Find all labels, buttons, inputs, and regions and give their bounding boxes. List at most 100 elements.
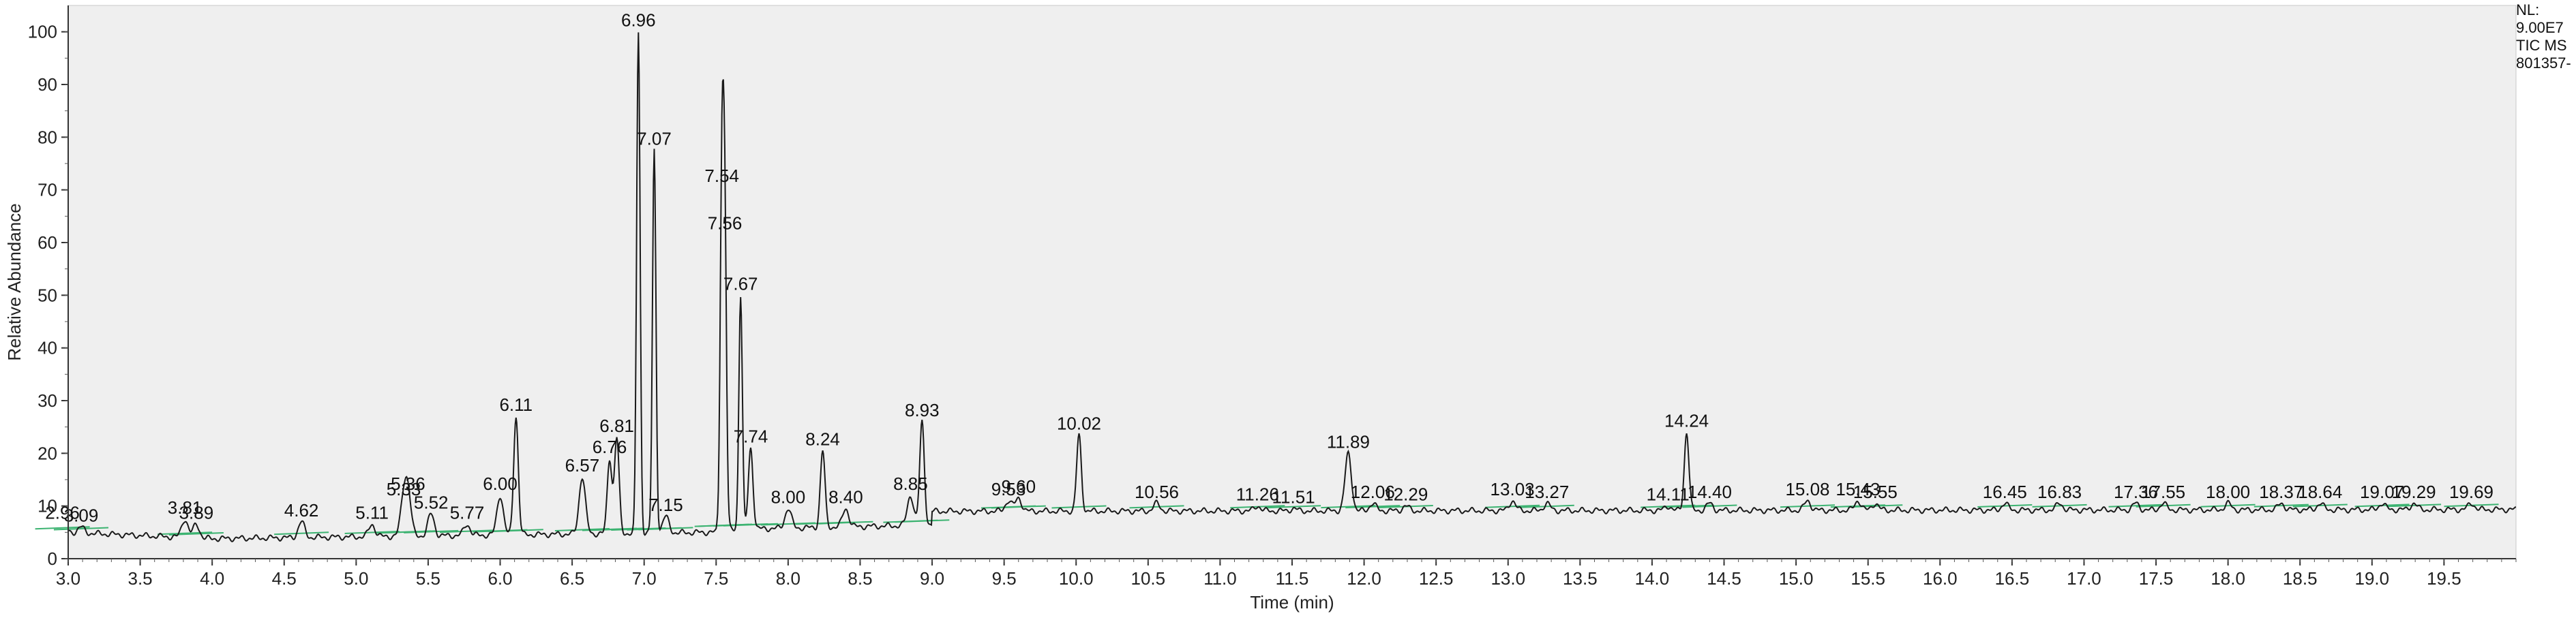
peak-label: 10.56 bbox=[1135, 482, 1179, 502]
axes: 3.0 3.5 4.0 4.5 5.0 5.5 6.0 6.5 7.0 7.5 8.0 8.5 9.0 9… bbox=[28, 5, 2517, 589]
x-tick-label: 9.0 bbox=[920, 568, 944, 589]
x-tick-label: 3.5 bbox=[128, 568, 153, 589]
peak-label: 5.33 bbox=[387, 479, 421, 499]
peak-label: 19.69 bbox=[2449, 482, 2493, 502]
y-tick-label: 50 bbox=[38, 285, 57, 305]
x-tick-label: 9.5 bbox=[992, 568, 1017, 589]
baseline-mark bbox=[2136, 503, 2191, 508]
x-tick-label: 13.0 bbox=[1491, 568, 1525, 589]
nl-label: NL: bbox=[2516, 1, 2540, 18]
x-tick-label: 4.5 bbox=[272, 568, 297, 589]
baseline-mark bbox=[818, 521, 873, 525]
x-tick-label: 8.5 bbox=[848, 568, 872, 589]
peak-label: 14.24 bbox=[1664, 410, 1709, 431]
baseline-mark bbox=[158, 531, 213, 536]
peak-label: 13.27 bbox=[1525, 482, 1569, 502]
baseline-mark bbox=[2200, 503, 2256, 508]
y-tick-label: 70 bbox=[38, 180, 57, 200]
y-tick-label: 30 bbox=[38, 390, 57, 411]
peak-label: 3.89 bbox=[179, 503, 214, 523]
x-tick-label: 11.5 bbox=[1276, 568, 1309, 589]
peak-label: 17.55 bbox=[2141, 482, 2185, 502]
x-tick-label: 13.5 bbox=[1563, 568, 1598, 589]
baseline-mark bbox=[1485, 504, 1540, 508]
peak-label: 19.29 bbox=[2392, 482, 2436, 502]
peak-label: 5.52 bbox=[414, 492, 449, 512]
peak-label: 10.02 bbox=[1057, 413, 1101, 433]
x-tick-label: 11.0 bbox=[1203, 568, 1237, 589]
peak-label: 11.51 bbox=[1272, 487, 1315, 508]
y-tick-label: 100 bbox=[28, 22, 57, 42]
x-tick-label: 4.0 bbox=[200, 568, 224, 589]
y-tick-label: 20 bbox=[38, 443, 57, 463]
baseline-mark bbox=[2292, 503, 2348, 508]
peak-label: 7.67 bbox=[723, 273, 758, 294]
baseline-mark bbox=[344, 531, 400, 534]
peak-label: 6.81 bbox=[599, 416, 634, 436]
peak-label: 14.11 bbox=[1647, 484, 1690, 505]
x-tick-label: 5.5 bbox=[416, 568, 440, 589]
peak-label: 5.11 bbox=[355, 503, 389, 523]
x-tick-label: 8.0 bbox=[776, 568, 800, 589]
peak-label: 3.09 bbox=[64, 506, 99, 526]
baseline-mark bbox=[53, 527, 109, 531]
peak-label: 18.00 bbox=[2206, 482, 2250, 502]
y-tick-label: 80 bbox=[38, 127, 57, 147]
peak-label: 6.57 bbox=[565, 455, 600, 476]
nl-value: 9.00E7 bbox=[2516, 19, 2564, 36]
peak-label: 3.81 bbox=[168, 497, 203, 518]
baseline-mark bbox=[404, 529, 459, 533]
x-tick-label: 19.5 bbox=[2427, 568, 2461, 589]
y-tick-label: 10 bbox=[38, 496, 57, 516]
sample-id: 801357- bbox=[2516, 55, 2571, 72]
peak-label: 11.89 bbox=[1327, 431, 1370, 452]
peak-label: 14.40 bbox=[1688, 482, 1732, 502]
baseline-mark bbox=[1682, 504, 1737, 508]
x-tick-label: 15.0 bbox=[1779, 568, 1814, 589]
x-tick-label: 18.0 bbox=[2211, 568, 2245, 589]
peak-label: 5.36 bbox=[391, 474, 425, 494]
peak-label: 17.36 bbox=[2114, 482, 2158, 502]
x-tick-label: 16.5 bbox=[1995, 568, 2030, 589]
tic-trace-line bbox=[68, 32, 2517, 542]
peak-label: 16.83 bbox=[2037, 482, 2082, 502]
peak-label: 5.77 bbox=[450, 503, 485, 523]
baseline-mark bbox=[2032, 503, 2087, 508]
peak-label: 4.62 bbox=[284, 500, 319, 521]
peak-label: 8.00 bbox=[771, 487, 806, 508]
peak-label: 6.96 bbox=[621, 10, 656, 31]
baseline-mark bbox=[2253, 503, 2309, 508]
y-tick-label: 0 bbox=[48, 548, 57, 569]
peak-label: 7.74 bbox=[734, 427, 768, 447]
baseline-mark bbox=[1230, 505, 1285, 509]
y-tick-label: 60 bbox=[38, 232, 57, 253]
peak-labels: 2.963.09 3.813.89 4.62 5.115.335.365.525.77… bbox=[45, 10, 2493, 526]
baseline-mark bbox=[1977, 504, 2033, 508]
baseline-mark bbox=[1266, 505, 1321, 509]
peak-label: 15.08 bbox=[1785, 479, 1829, 499]
plot-area bbox=[68, 5, 2517, 559]
peak-label: 9.53 bbox=[991, 479, 1026, 499]
peak-label: 8.85 bbox=[893, 474, 928, 494]
x-tick-label: 6.5 bbox=[560, 568, 584, 589]
peak-label: 13.03 bbox=[1491, 479, 1535, 499]
x-tick-label: 18.5 bbox=[2283, 568, 2318, 589]
x-tick-label: 14.5 bbox=[1707, 568, 1741, 589]
peak-label: 19.07 bbox=[2360, 482, 2404, 502]
baseline-marks bbox=[35, 503, 2499, 536]
x-tick-label: 7.0 bbox=[632, 568, 657, 589]
x-tick-label: 6.0 bbox=[488, 568, 512, 589]
y-tick-label: 40 bbox=[38, 338, 57, 358]
baseline-mark bbox=[439, 529, 495, 533]
x-tick-label: 7.5 bbox=[704, 568, 728, 589]
x-tick-label: 12.0 bbox=[1347, 568, 1381, 589]
baseline-mark bbox=[1345, 505, 1401, 509]
peak-label: 18.37 bbox=[2259, 482, 2303, 502]
baseline-mark bbox=[488, 529, 543, 533]
baseline-mark bbox=[1780, 504, 1836, 508]
baseline-mark bbox=[2386, 503, 2442, 508]
x-tick-label: 5.0 bbox=[344, 568, 368, 589]
x-tick-label: 19.0 bbox=[2355, 568, 2390, 589]
